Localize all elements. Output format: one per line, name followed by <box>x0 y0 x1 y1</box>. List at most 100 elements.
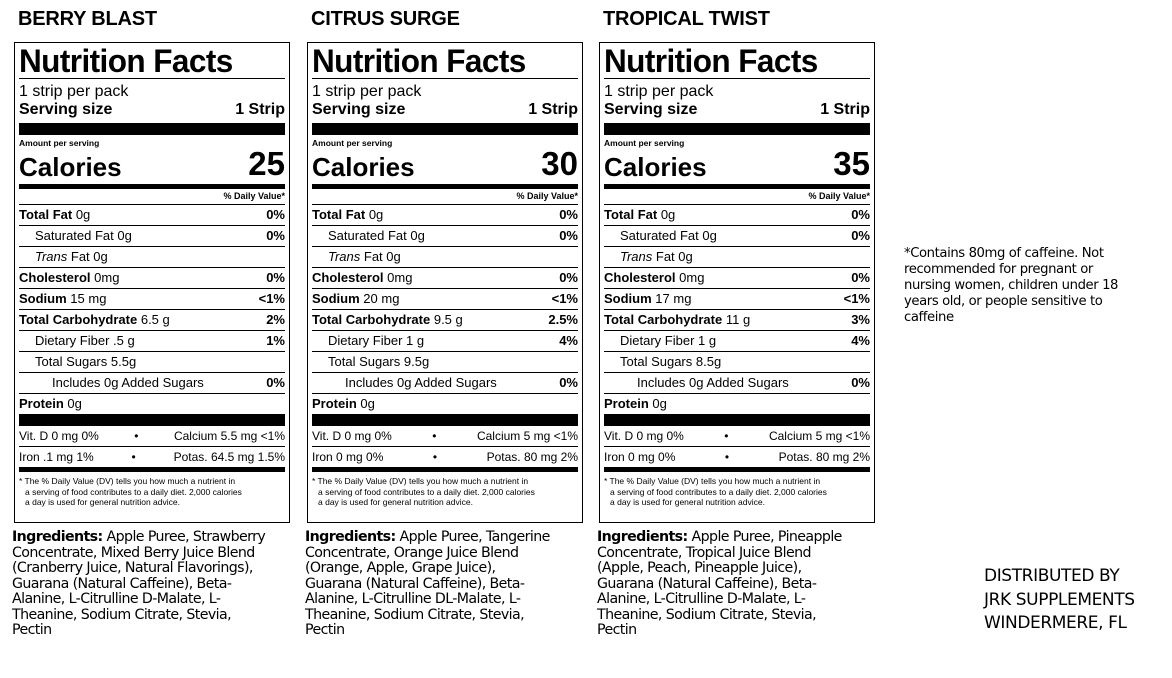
daily-value-header: % Daily Value* <box>808 191 870 201</box>
carbohydrate-percent: 2% <box>266 312 285 327</box>
trans-fat-label: Trans <box>620 249 653 264</box>
serving-size-label: Serving size <box>604 101 698 118</box>
sodium-amount: 15 mg <box>70 291 107 306</box>
sodium-amount: 20 mg <box>363 291 400 306</box>
nutrition-facts-title: Nutrition Facts <box>19 43 233 79</box>
dietary-fiber-percent: 1% <box>266 333 285 348</box>
potassium: Potas. 80 mg 2% <box>486 450 578 464</box>
caffeine-warning: *Contains 80mg of caffeine. Not recommen… <box>904 246 1166 326</box>
ingredients-heading: Ingredients: <box>305 529 396 545</box>
sodium-label: Sodium <box>19 291 67 306</box>
added-sugars-percent: 0% <box>559 375 578 390</box>
daily-value-footnote: * The % Daily Value (DV) tells you how m… <box>604 476 827 507</box>
dietary-fiber-row: Dietary Fiber .5 g 1% <box>19 330 285 351</box>
dietary-fiber-row: Dietary Fiber 1 g 4% <box>604 330 870 351</box>
dietary-fiber-label: Dietary Fiber 1 g <box>620 333 717 348</box>
carbohydrate-percent: 2.5% <box>548 312 578 327</box>
sodium-amount: 17 mg <box>655 291 692 306</box>
saturated-fat-percent: 0% <box>851 228 870 243</box>
nutrition-facts-title: Nutrition Facts <box>604 43 818 79</box>
sodium-percent: <1% <box>258 291 285 306</box>
total-fat-percent: 0% <box>559 207 578 222</box>
total-sugars-label: Total Sugars 5.5g <box>35 354 137 369</box>
thick-divider <box>312 414 578 426</box>
total-sugars-row: Total Sugars 8.5g <box>604 351 870 372</box>
trans-fat-amount: Fat 0g <box>363 249 401 264</box>
ingredients-line: (Orange, Apple, Grape Juice), <box>305 560 496 576</box>
medium-divider <box>312 184 578 189</box>
vitamins-row-1: Vit. D 0 mg 0% • Calcium 5.5 mg <1% <box>19 426 285 446</box>
vitamin-d: Vit. D 0 mg 0% <box>604 429 684 443</box>
dietary-fiber-percent: 4% <box>559 333 578 348</box>
saturated-fat-label: Saturated Fat 0g <box>620 228 717 243</box>
total-fat-percent: 0% <box>266 207 285 222</box>
vitamins-row-2: Iron 0 mg 0% • Potas. 80 mg 2% <box>312 446 578 467</box>
serving-size-row: Serving size 1 Strip <box>19 100 285 119</box>
total-fat-label: Total Fat <box>19 207 73 222</box>
nutrition-facts-label: Nutrition Facts 1 strip per pack Serving… <box>599 42 875 523</box>
serving-size-label: Serving size <box>312 101 406 118</box>
total-carbohydrate-row: Total Carbohydrate 9.5 g 2.5% <box>312 309 578 330</box>
calories-label: Calories <box>312 152 415 182</box>
distributor-info: DISTRIBUTED BY JRK SUPPLEMENTS WINDERMER… <box>984 565 1135 636</box>
trans-fat-amount: Fat 0g <box>655 249 693 264</box>
medium-divider <box>19 184 285 189</box>
total-sugars-row: Total Sugars 5.5g <box>19 351 285 372</box>
calories-label: Calories <box>19 152 122 182</box>
calories-row: Calories 35 <box>604 147 870 182</box>
thick-divider <box>312 123 578 135</box>
saturated-fat-row: Saturated Fat 0g 0% <box>604 225 870 246</box>
daily-value-header: % Daily Value* <box>516 191 578 201</box>
calories-label: Calories <box>604 152 707 182</box>
iron: Iron 0 mg 0% <box>604 450 676 464</box>
total-fat-row: Total Fat 0g 0% <box>19 204 285 225</box>
ingredients-line: Pectin <box>305 622 345 638</box>
trans-fat-row: Trans Fat 0g <box>604 246 870 267</box>
caffeine-warning-line: years old, or people sensitive to <box>904 294 1103 309</box>
servings-per-container: 1 strip per pack <box>604 83 714 100</box>
total-fat-amount: 0g <box>660 207 676 222</box>
carbohydrate-amount: 6.5 g <box>140 312 170 327</box>
protein-row: Protein 0g <box>312 393 578 414</box>
serving-size-value: 1 Strip <box>820 101 870 118</box>
ingredients-line: Pectin <box>12 622 52 638</box>
trans-fat-label: Trans <box>35 249 68 264</box>
protein-amount: 0g <box>652 396 667 411</box>
added-sugars-row: Includes 0g Added Sugars 0% <box>19 372 285 393</box>
separator-dot: • <box>724 450 730 464</box>
caffeine-warning-line: recommended for pregnant or <box>904 262 1093 277</box>
cholesterol-row: Cholesterol 0mg 0% <box>19 267 285 288</box>
thick-divider <box>19 123 285 135</box>
added-sugars-row: Includes 0g Added Sugars 0% <box>604 372 870 393</box>
added-sugars-label: Includes 0g Added Sugars <box>345 375 497 390</box>
serving-size-value: 1 Strip <box>528 101 578 118</box>
protein-amount: 0g <box>67 396 82 411</box>
saturated-fat-row: Saturated Fat 0g 0% <box>312 225 578 246</box>
thick-divider <box>19 414 285 426</box>
total-carbohydrate-row: Total Carbohydrate 6.5 g 2% <box>19 309 285 330</box>
flavor-name: TROPICAL TWIST <box>603 8 770 30</box>
ingredients: Ingredients: Apple Puree, Pineapple Conc… <box>597 529 865 639</box>
servings-per-container: 1 strip per pack <box>312 83 422 100</box>
servings-per-container: 1 strip per pack <box>19 83 129 100</box>
carbohydrate-percent: 3% <box>851 312 870 327</box>
total-fat-row: Total Fat 0g 0% <box>312 204 578 225</box>
ingredients-line: Alanine, L-Citrulline D-Malate, L- <box>12 591 221 607</box>
nutrition-facts-label: Nutrition Facts 1 strip per pack Serving… <box>307 42 583 523</box>
cholesterol-percent: 0% <box>559 270 578 285</box>
ingredients-heading: Ingredients: <box>597 529 688 545</box>
total-fat-amount: 0g <box>75 207 91 222</box>
calcium: Calcium 5 mg <1% <box>768 429 870 443</box>
saturated-fat-label: Saturated Fat 0g <box>328 228 425 243</box>
calories-row: Calories 25 <box>19 147 285 182</box>
cholesterol-amount: 0mg <box>679 270 705 285</box>
amount-per-serving: Amount per serving <box>312 138 393 148</box>
caffeine-warning-line: nursing women, children under 18 <box>904 278 1119 293</box>
caffeine-warning-line: *Contains 80mg of caffeine. Not <box>904 246 1104 261</box>
vitamin-d: Vit. D 0 mg 0% <box>312 429 392 443</box>
ingredients-line: (Cranberry Juice, Natural Flavorings), <box>12 560 253 576</box>
serving-size-label: Serving size <box>19 101 113 118</box>
vitamins-row-1: Vit. D 0 mg 0% • Calcium 5 mg <1% <box>312 426 578 446</box>
ingredients-line: Concentrate, Orange Juice Blend <box>305 544 519 561</box>
dietary-fiber-percent: 4% <box>851 333 870 348</box>
